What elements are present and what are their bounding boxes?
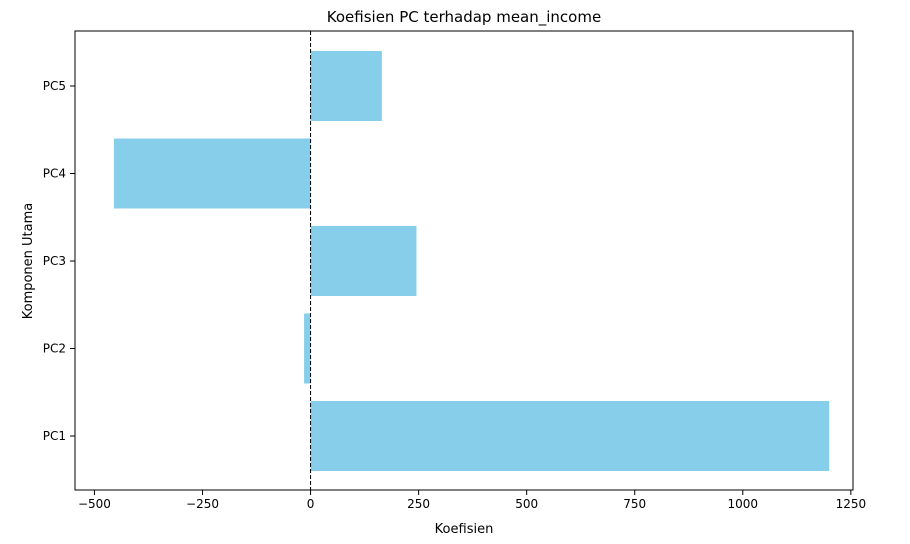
bar-pc5 (310, 51, 382, 121)
bar-pc2 (304, 313, 311, 384)
bar-pc1 (310, 401, 830, 471)
x-tick-label: 750 (623, 497, 646, 511)
y-tick-label: PC1 (43, 429, 66, 443)
y-axis-ticks: PC1 PC2 PC3 PC4 PC5 (43, 79, 75, 443)
bars-group (113, 51, 830, 471)
y-tick-label: PC2 (43, 342, 66, 356)
x-axis-label: Koefisien (435, 522, 494, 537)
chart-title: Koefisien PC terhadap mean_income (327, 8, 601, 27)
x-tick-label: 0 (307, 497, 315, 511)
y-tick-label: PC3 (43, 254, 66, 268)
x-tick-label: −500 (78, 497, 111, 511)
bar-pc3 (310, 226, 417, 296)
y-tick-label: PC4 (43, 167, 66, 181)
x-tick-label: 1250 (836, 497, 867, 511)
bar-pc4 (113, 138, 311, 209)
x-tick-label: 250 (407, 497, 430, 511)
x-tick-label: 500 (515, 497, 538, 511)
x-axis-ticks: −500 −250 0 250 500 750 1000 1250 (78, 490, 866, 511)
y-axis-label: Komponen Utama (21, 203, 36, 320)
x-tick-label: −250 (186, 497, 219, 511)
x-tick-label: 1000 (728, 497, 759, 511)
y-tick-label: PC5 (43, 79, 66, 93)
